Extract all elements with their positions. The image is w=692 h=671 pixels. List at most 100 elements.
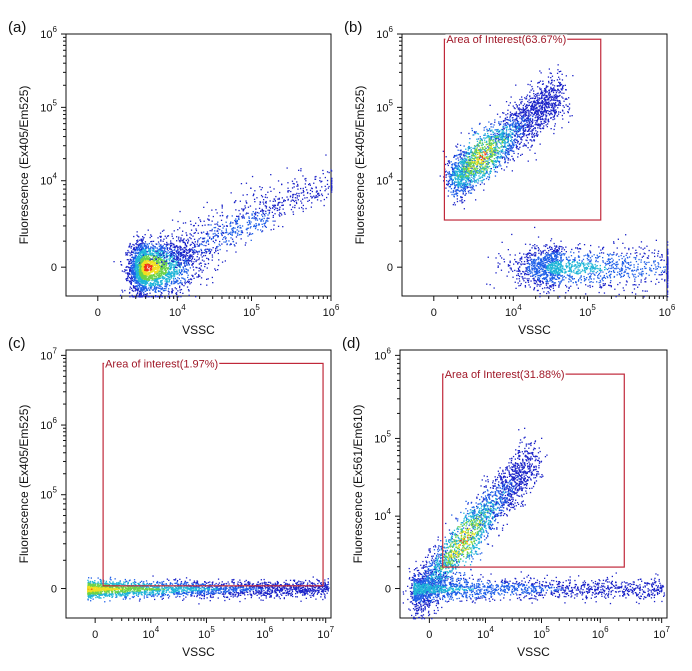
data-point <box>125 272 127 274</box>
data-point <box>131 268 134 270</box>
data-point <box>137 235 139 237</box>
data-point <box>562 118 564 120</box>
data-point <box>194 243 196 245</box>
data-point <box>174 266 177 268</box>
data-point <box>132 271 135 274</box>
data-point <box>153 257 155 260</box>
data-point <box>515 125 517 128</box>
data-point <box>459 169 462 172</box>
data-point <box>296 185 298 187</box>
data-point <box>217 228 219 230</box>
data-point <box>261 209 264 211</box>
data-point <box>215 239 217 242</box>
data-point <box>165 286 168 288</box>
data-point <box>263 210 265 212</box>
data-point <box>527 119 529 121</box>
data-point <box>153 270 155 272</box>
data-point <box>555 109 557 111</box>
data-point <box>173 246 176 248</box>
data-point <box>516 131 518 133</box>
data-point <box>134 253 136 255</box>
data-point <box>143 282 145 284</box>
data-point <box>184 271 187 273</box>
data-point <box>142 258 144 260</box>
data-point <box>207 278 209 280</box>
data-point <box>236 215 238 217</box>
data-point <box>171 263 173 265</box>
data-point <box>267 191 269 193</box>
data-point <box>145 287 147 290</box>
data-point <box>153 288 155 290</box>
data-point <box>167 278 169 280</box>
data-point <box>176 240 178 242</box>
data-point <box>325 154 327 156</box>
data-point <box>188 257 191 259</box>
data-point <box>175 259 178 261</box>
data-point <box>451 181 453 183</box>
data-point <box>153 279 155 282</box>
data-point <box>151 240 153 243</box>
data-point <box>160 250 162 252</box>
data-point <box>142 286 144 289</box>
data-point <box>129 268 131 270</box>
data-point <box>513 141 516 143</box>
data-point <box>491 152 493 155</box>
data-point <box>161 283 163 285</box>
data-point <box>528 120 530 122</box>
data-point <box>328 171 330 174</box>
data-point <box>287 182 289 184</box>
data-point <box>516 116 518 118</box>
data-point <box>145 252 147 254</box>
data-point <box>459 163 461 165</box>
data-point <box>131 296 133 298</box>
data-point <box>516 130 518 132</box>
data-point <box>460 171 462 173</box>
data-point <box>140 245 142 247</box>
data-point <box>129 296 131 298</box>
data-point <box>277 201 280 204</box>
data-point <box>203 231 205 233</box>
data-point <box>481 163 483 165</box>
data-point <box>500 132 503 134</box>
data-point <box>158 253 160 256</box>
data-point <box>137 284 139 286</box>
data-point <box>541 97 543 99</box>
data-point <box>255 226 257 228</box>
data-point <box>130 287 133 289</box>
data-point <box>486 171 488 173</box>
data-point <box>169 269 171 271</box>
data-point <box>550 109 552 111</box>
data-point <box>496 165 498 168</box>
data-point <box>140 257 142 260</box>
data-point <box>558 81 560 83</box>
data-point <box>323 198 325 201</box>
data-point <box>454 184 456 186</box>
data-point <box>189 254 192 256</box>
data-point <box>327 193 329 195</box>
data-point <box>532 119 534 121</box>
data-point <box>179 289 181 291</box>
data-point <box>225 221 227 223</box>
data-point <box>179 271 181 274</box>
data-point <box>165 253 167 255</box>
data-point <box>466 171 468 174</box>
data-point <box>531 88 534 90</box>
data-point <box>250 187 252 189</box>
data-point <box>457 157 459 159</box>
data-point <box>166 264 168 266</box>
data-point <box>207 258 209 260</box>
data-point <box>142 290 144 292</box>
data-point <box>464 159 466 161</box>
data-point <box>175 292 178 294</box>
data-point <box>126 269 128 271</box>
data-point <box>136 268 138 270</box>
data-point <box>519 130 521 132</box>
data-point <box>530 124 533 126</box>
data-point <box>145 267 147 269</box>
data-point <box>235 209 237 211</box>
data-point <box>463 171 465 174</box>
data-point <box>143 261 145 263</box>
data-point <box>148 274 150 276</box>
data-point <box>461 168 463 170</box>
